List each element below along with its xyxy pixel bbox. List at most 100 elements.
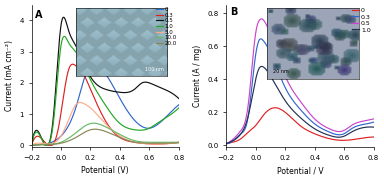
0.5 (291, 90, 295, 92)
0.3 (291, 100, 296, 102)
0.5 (177, 97, 181, 100)
20.0 (55, 143, 60, 145)
5.0 (55, 139, 60, 141)
1.0 (311, 127, 316, 129)
0 (250, 128, 255, 130)
Line: 1.0: 1.0 (226, 66, 374, 144)
Text: B: B (230, 7, 237, 17)
10.0 (128, 138, 132, 140)
0 (262, 113, 266, 115)
0 (96, 65, 101, 67)
1.0 (323, 133, 327, 135)
1.0 (116, 121, 121, 123)
0.3 (70, 63, 75, 65)
0.3 (250, 79, 255, 82)
10.0 (91, 122, 96, 124)
0.5 (224, 143, 228, 145)
0 (291, 118, 295, 120)
X-axis label: Potential / V: Potential / V (276, 166, 323, 175)
0.5 (311, 116, 316, 119)
0 (273, 107, 278, 109)
10.0 (96, 123, 101, 125)
0.3 (225, 143, 229, 145)
0 (116, 95, 121, 97)
0.3 (177, 141, 181, 143)
Y-axis label: Current (A / mg): Current (A / mg) (193, 45, 202, 107)
5.0 (67, 117, 72, 119)
5.0 (128, 140, 132, 142)
0.3 (311, 122, 316, 124)
Line: 0.3: 0.3 (226, 39, 374, 144)
20.0 (67, 140, 72, 142)
Line: 0.5: 0.5 (226, 19, 374, 144)
Line: 0.3: 0.3 (31, 64, 179, 145)
0.3 (29, 144, 34, 147)
0.3 (96, 106, 101, 108)
0.3 (323, 129, 328, 131)
0.5 (29, 144, 34, 147)
0 (91, 62, 95, 64)
1.0 (335, 136, 340, 138)
5.0 (141, 142, 145, 145)
0.5 (116, 91, 121, 93)
20.0 (29, 144, 34, 147)
Line: 20.0: 20.0 (31, 129, 179, 145)
0.3 (55, 131, 60, 133)
1.0 (141, 129, 145, 131)
10.0 (55, 142, 60, 144)
1.0 (371, 126, 376, 128)
Legend: 0, 0.3, 0.5, 1.0: 0, 0.3, 0.5, 1.0 (349, 5, 373, 35)
0.5 (323, 125, 327, 128)
0.5 (61, 16, 66, 18)
20.0 (93, 128, 97, 130)
Y-axis label: Current (mA cm⁻²): Current (mA cm⁻²) (5, 40, 14, 111)
1.0 (67, 43, 72, 46)
10.0 (141, 141, 145, 143)
1.0 (177, 107, 181, 109)
1.0 (291, 110, 295, 112)
X-axis label: Potential (V): Potential (V) (81, 166, 129, 175)
5.0 (96, 115, 101, 117)
0 (177, 104, 181, 106)
10.0 (29, 144, 34, 147)
1.0 (259, 65, 264, 68)
1.0 (29, 144, 34, 147)
0.5 (128, 91, 132, 93)
0 (335, 139, 340, 141)
10.0 (116, 133, 121, 135)
5.0 (177, 141, 181, 143)
0 (29, 144, 34, 147)
5.0 (78, 101, 82, 103)
1.0 (224, 143, 228, 145)
0.5 (141, 82, 145, 84)
0.5 (335, 130, 340, 132)
0.5 (96, 85, 101, 87)
1.0 (55, 76, 60, 78)
10.0 (177, 141, 181, 143)
1.0 (62, 35, 66, 37)
0.3 (67, 66, 72, 69)
Line: 10.0: 10.0 (31, 123, 179, 145)
0.5 (55, 61, 60, 63)
10.0 (67, 137, 72, 139)
0 (67, 123, 72, 125)
Line: 0: 0 (226, 108, 374, 144)
0 (55, 138, 60, 140)
0 (141, 126, 145, 128)
0 (371, 136, 376, 138)
0 (323, 136, 327, 139)
0 (311, 132, 316, 134)
0.5 (259, 18, 264, 20)
5.0 (116, 134, 121, 136)
0 (128, 114, 132, 116)
1.0 (262, 67, 266, 69)
1.0 (96, 93, 101, 95)
Legend: 0, 0.3, 0.5, 1.0, 5.0, 10.0, 20.0: 0, 0.3, 0.5, 1.0, 5.0, 10.0, 20.0 (154, 5, 179, 48)
0.3 (141, 142, 145, 144)
0.5 (371, 118, 376, 120)
20.0 (116, 136, 121, 138)
20.0 (96, 128, 101, 130)
20.0 (128, 140, 132, 142)
0.5 (250, 63, 255, 65)
0.3 (116, 136, 121, 138)
